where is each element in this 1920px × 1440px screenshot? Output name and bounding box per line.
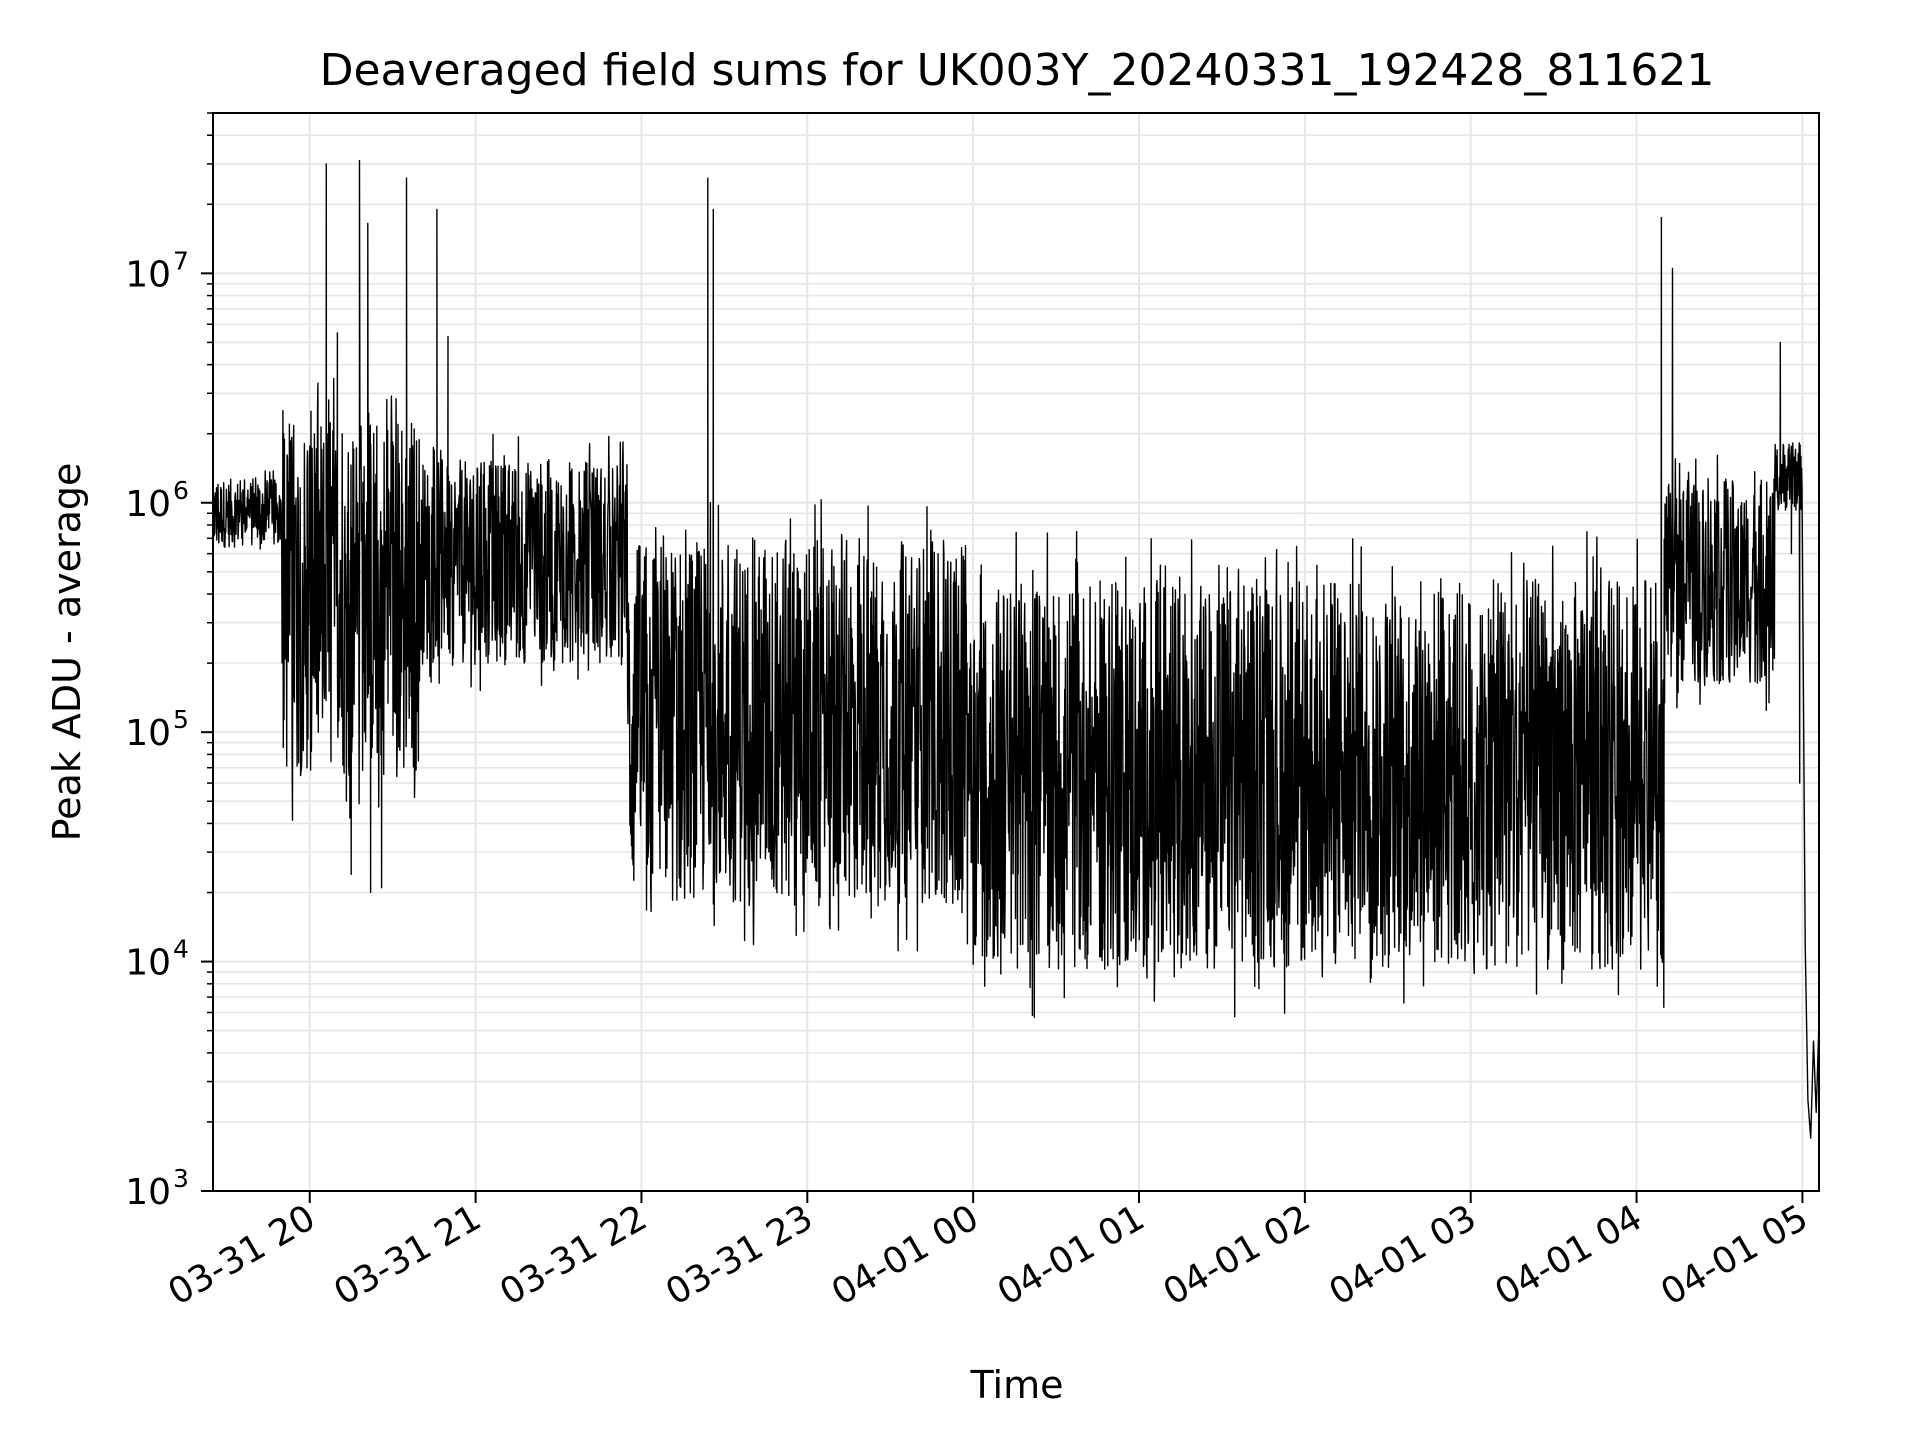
series-line: [212, 159, 1820, 1139]
y-tick-exponent: 6: [173, 476, 189, 505]
y-tick-exponent: 5: [173, 705, 189, 734]
chart-title: Deaveraged field sums for UK003Y_2024033…: [320, 45, 1715, 96]
y-tick-label: 10: [125, 713, 171, 754]
y-tick-label: 10: [125, 484, 171, 525]
y-tick-label: 10: [125, 1172, 171, 1213]
series-group: [212, 159, 1820, 1139]
y-tick-label: 10: [125, 943, 171, 984]
y-tick-exponent: 3: [173, 1164, 189, 1193]
y-tick-exponent: 7: [173, 246, 189, 275]
y-axis-label: Peak ADU - average: [45, 463, 89, 842]
y-tick-label: 10: [125, 254, 171, 295]
plot-frame: [212, 112, 1820, 1192]
y-tick-exponent: 4: [173, 935, 189, 964]
x-axis-label: Time: [970, 1363, 1064, 1407]
